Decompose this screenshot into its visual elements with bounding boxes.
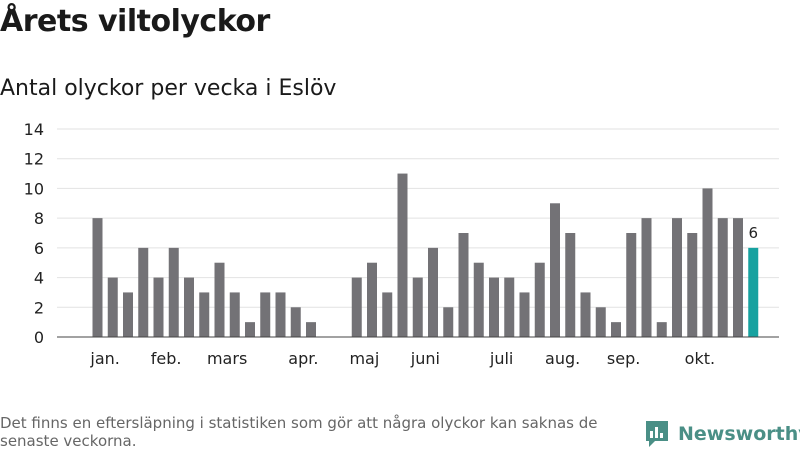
bar [306, 322, 316, 337]
footnote: Det finns en eftersläpning i statistiken… [0, 414, 598, 450]
bar-highlight [748, 247, 759, 337]
bar-chart-speech-bubble-icon [646, 421, 668, 447]
bar [367, 262, 377, 337]
bar [351, 277, 362, 337]
bar [565, 233, 576, 337]
bar [473, 262, 484, 337]
y-tick-label: 0 [34, 328, 44, 347]
bar [260, 292, 271, 337]
bar [138, 247, 149, 337]
bar [717, 218, 728, 337]
bar [245, 322, 255, 337]
bar [504, 277, 515, 337]
bar [580, 292, 591, 337]
x-tick-label: juli [489, 349, 513, 368]
x-tick-label: aug. [545, 349, 580, 368]
y-tick-label: 8 [34, 209, 44, 228]
bar [595, 307, 606, 337]
bar [275, 292, 286, 337]
bar [214, 262, 225, 337]
y-tick-label: 2 [34, 298, 44, 317]
brand-name: Newsworthy [678, 423, 800, 445]
y-tick-label: 14 [24, 120, 44, 139]
bar [412, 277, 423, 337]
bar [123, 292, 133, 337]
brand-logo: Newsworthy [644, 420, 800, 448]
bar [290, 307, 301, 337]
bar [550, 203, 560, 337]
bar [611, 322, 621, 337]
bar [458, 233, 469, 337]
x-tick-label: mars [207, 349, 247, 368]
bar [382, 292, 393, 337]
bar [687, 233, 698, 337]
x-tick-label: jan. [89, 349, 119, 368]
bar [672, 218, 682, 337]
bar [641, 218, 652, 337]
bar-chart: 0 2 4 6 8 10 12 14 6 jan. feb. mars apr. maj juni juli a… [24, 120, 779, 368]
bar [184, 277, 194, 337]
bar [626, 233, 637, 337]
x-tick-label: feb. [151, 349, 182, 368]
bar [199, 292, 210, 337]
bar [428, 247, 438, 337]
y-tick-label: 12 [24, 150, 44, 169]
chart-title: Årets viltolyckor [0, 4, 270, 39]
bar [733, 218, 743, 337]
bar [534, 262, 545, 337]
x-tick-label: sep. [607, 349, 640, 368]
x-tick-label: apr. [288, 349, 318, 368]
data-label: 6 [748, 224, 758, 242]
bar [443, 307, 454, 337]
bar [168, 247, 179, 337]
x-tick-label: maj [349, 349, 379, 368]
x-tick-label: okt. [685, 349, 715, 368]
y-tick-label: 4 [34, 269, 44, 288]
bar [489, 277, 499, 337]
bar [397, 173, 408, 337]
bar [92, 218, 103, 337]
y-tick-label: 10 [24, 179, 44, 198]
bar [153, 277, 164, 337]
bar [229, 292, 240, 337]
bar [107, 277, 118, 337]
bar [519, 292, 530, 337]
bar [702, 188, 713, 337]
x-tick-label: juni [410, 349, 440, 368]
y-tick-label: 6 [34, 239, 44, 258]
chart-subtitle: Antal olyckor per vecka i Eslöv [0, 76, 337, 101]
bar [656, 322, 667, 337]
